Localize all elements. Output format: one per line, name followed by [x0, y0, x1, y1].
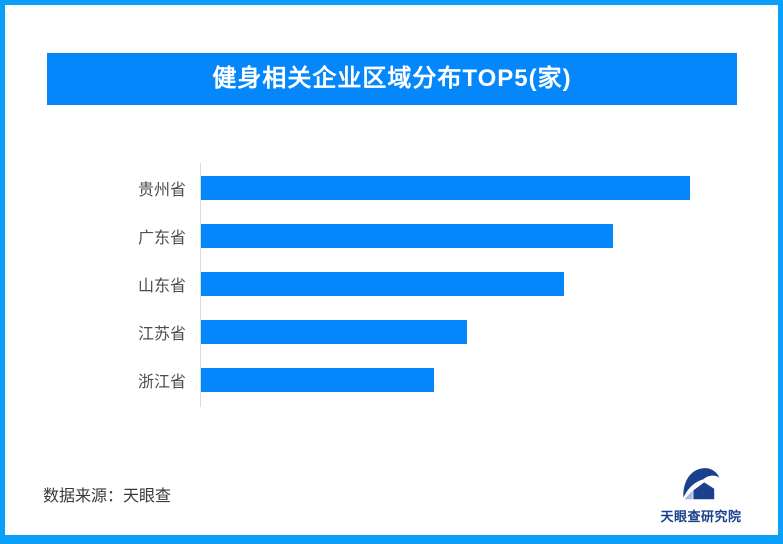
logo-text: 天眼查研究院	[660, 509, 742, 524]
data-source-text: 数据来源：天眼查	[43, 488, 172, 505]
chart-row: 江苏省	[5, 308, 778, 356]
chart-row: 贵州省	[5, 164, 778, 212]
tianyancha-research-logo: 天眼查研究院	[653, 464, 749, 525]
bar-guangdong	[201, 224, 613, 248]
category-label: 浙江省	[137, 374, 186, 391]
chart-row: 浙江省	[5, 356, 778, 404]
chart-row: 山东省	[5, 260, 778, 308]
chart-title: 健身相关企业区域分布TOP5(家)	[47, 53, 737, 105]
y-axis-line	[200, 163, 201, 407]
tianyancha-eye-icon	[683, 468, 720, 500]
bar-shandong	[201, 272, 564, 296]
bar-jiangsu	[201, 320, 467, 344]
bar-guizhou	[201, 176, 690, 200]
chart-row: 广东省	[5, 212, 778, 260]
category-label: 贵州省	[137, 182, 186, 199]
category-label: 江苏省	[137, 326, 186, 343]
category-label: 广东省	[137, 230, 186, 247]
bar-chart: 贵州省 广东省 山东省 江苏省 浙江省	[5, 163, 778, 409]
chart-rows: 贵州省 广东省 山东省 江苏省 浙江省	[5, 164, 778, 404]
category-label: 山东省	[137, 278, 186, 295]
bar-zhejiang	[201, 368, 434, 392]
